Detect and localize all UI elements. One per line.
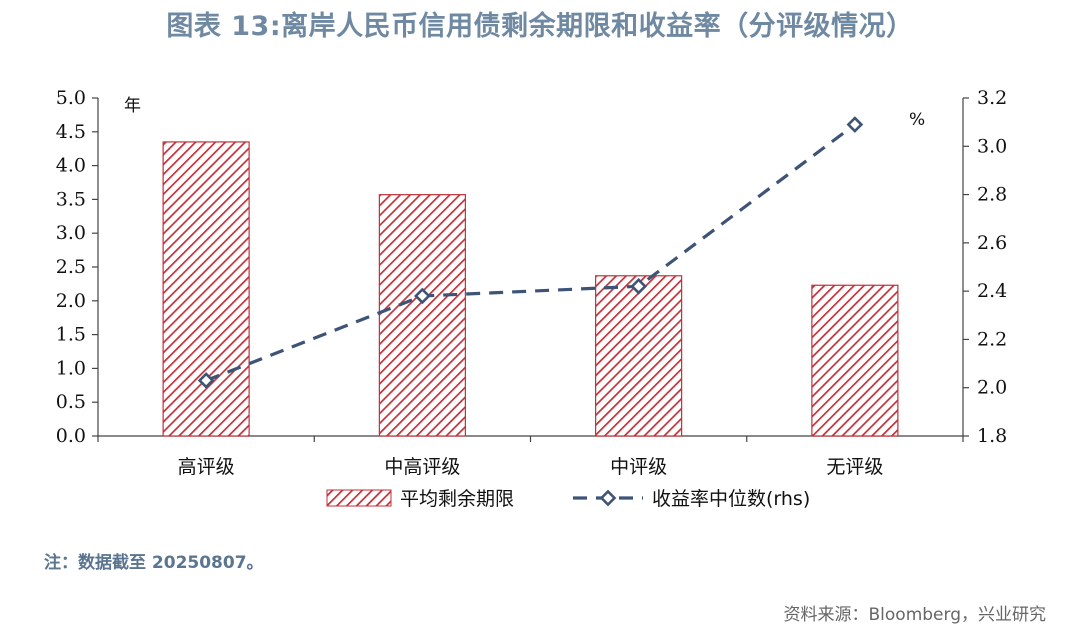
labels: 0.0 0.5 1.0 1.5 2.0 2.5 3.0 3.5 4.0 4.5 5.0 1.8 2.0 2… [56,87,1007,478]
yield-line [197,116,864,389]
yield-point [846,116,864,133]
legend-bar-swatch [326,489,392,507]
right-axis-unit: % [909,110,925,130]
left-tick-label: 3.5 [56,188,86,210]
bar [162,141,250,437]
right-tick-label: 2.2 [977,328,1007,350]
source-note: 资料来源：Bloomberg，兴业研究 [783,605,1046,625]
left-tick-label: 1.0 [56,357,86,379]
right-tick-label: 2.0 [977,377,1007,399]
left-tick-label: 2.0 [56,290,86,312]
left-tick-label: 4.0 [56,155,86,177]
right-tick-label: 3.2 [977,87,1007,109]
bar [378,194,466,437]
left-tick-label: 1.5 [56,324,86,346]
left-tick-label: 0.0 [56,425,86,447]
left-tick-label: 5.0 [56,87,86,109]
yield-point [630,277,647,295]
yield-point [414,287,431,305]
legend: 平均剩余期限 收益率中位数(rhs) [326,488,810,510]
legend-line-marker [599,489,617,507]
bar [595,275,683,437]
legend-bar-label: 平均剩余期限 [400,488,514,510]
left-tick-label: 2.5 [56,256,86,278]
left-axis-unit: 年 [124,96,141,116]
right-tick-label: 3.0 [977,135,1007,157]
category-label: 高评级 [178,456,235,478]
chart-area: 0.0 0.5 1.0 1.5 2.0 2.5 3.0 3.5 4.0 4.5 5.0 1.8 2.0 2… [56,87,1007,510]
right-tick-label: 2.6 [977,232,1007,254]
left-tick-label: 0.5 [56,391,86,413]
right-tick-label: 1.8 [977,425,1007,447]
left-tick-label: 3.0 [56,222,86,244]
category-label: 无评级 [826,456,883,478]
left-tick-label: 4.5 [56,121,86,143]
chart-title: 图表 13:离岸人民币信用债剩余期限和收益率（分评级情况） [166,11,914,42]
category-label: 中高评级 [384,456,460,478]
right-tick-label: 2.4 [977,280,1007,302]
right-tick-label: 2.8 [977,184,1007,206]
legend-line-label: 收益率中位数(rhs) [652,488,810,510]
bars [162,141,899,437]
yield-point [197,372,215,389]
yield-line-path [205,123,856,382]
bar [811,284,899,437]
footnote: 注：数据截至 20250807。 [44,553,264,573]
category-label: 中评级 [610,456,667,478]
